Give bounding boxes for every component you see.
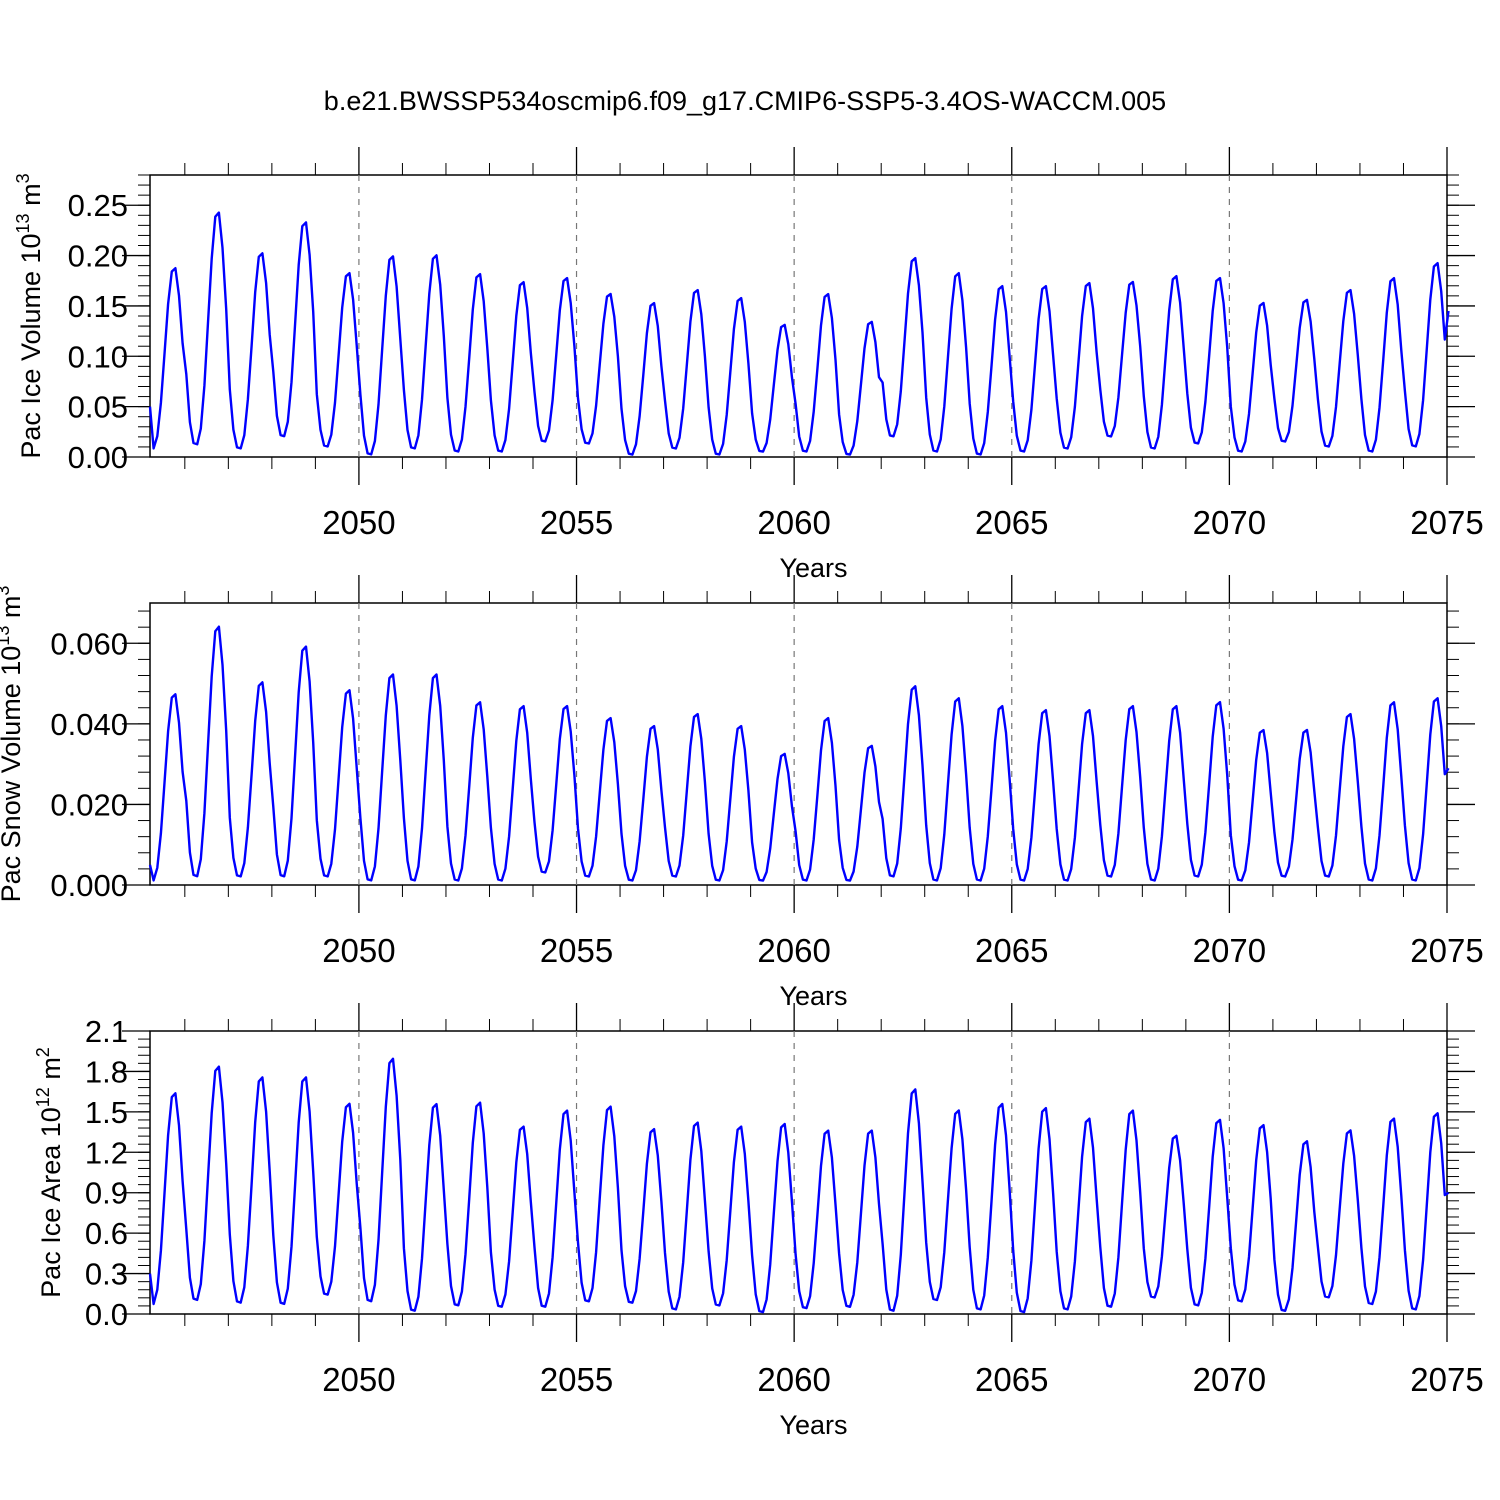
- y-tick-label: 0.3: [85, 1257, 128, 1292]
- y-axis-label: Pac Ice Area 1012 m2: [33, 1047, 66, 1298]
- x-tick-label: 2055: [540, 504, 613, 541]
- x-axis-label: Years: [779, 1410, 847, 1440]
- y-tick-label: 0.060: [50, 626, 128, 661]
- x-tick-label: 2070: [1193, 504, 1266, 541]
- x-tick-label: 2060: [757, 1361, 830, 1398]
- y-tick-label: 1.8: [85, 1054, 128, 1089]
- x-axis-label: Years: [779, 981, 847, 1011]
- x-axis-label: Years: [779, 553, 847, 583]
- y-tick-label: 0.20: [68, 239, 128, 274]
- y-tick-label: 2.1: [85, 1014, 128, 1049]
- y-tick-label: 1.5: [85, 1095, 128, 1130]
- series-line: [148, 1057, 1450, 1314]
- x-tick-label: 2075: [1410, 932, 1483, 969]
- plot-frame: [149, 1030, 1448, 1315]
- x-tick-label: 2050: [322, 504, 395, 541]
- x-tick-label: 2065: [975, 1361, 1048, 1398]
- x-tick-label: 2050: [322, 932, 395, 969]
- panel-snow-volume: 2050 2055 2060 2065 2070 2075 0.000 0.020 0.040 0…: [0, 575, 1484, 1011]
- x-tick-label: 2070: [1193, 932, 1266, 969]
- y-tick-label: 0.0: [85, 1297, 128, 1332]
- y-tick-label: 0.9: [85, 1176, 128, 1211]
- y-tick-label: 0.10: [68, 339, 128, 374]
- x-tick-label: 2060: [757, 932, 830, 969]
- y-axis-label: Pac Ice Volume 1013 m3: [13, 173, 46, 458]
- plot-frame: [149, 174, 1448, 458]
- series-line: [148, 625, 1450, 882]
- panel-ice-area: 2050 2055 2060 2065 2070 2075 0.0 0.3 0.6 0.9 1.2 1…: [33, 1003, 1484, 1440]
- chart-title: b.e21.BWSSP534oscmip6.f09_g17.CMIP6-SSP5…: [324, 86, 1166, 116]
- x-tick-label: 2070: [1193, 1361, 1266, 1398]
- x-tick-label: 2065: [975, 504, 1048, 541]
- x-tick-label: 2055: [540, 1361, 613, 1398]
- x-tick-label: 2075: [1410, 504, 1483, 541]
- panel-ice-volume: 2050 2055 2060 2065 2070 2075 0.00 0.05 0.10 0.15…: [13, 147, 1484, 583]
- y-tick-label: 0.05: [68, 390, 128, 425]
- y-tick-label: 0.25: [68, 188, 128, 223]
- y-axis-label: Pac Snow Volume 1013 m3: [0, 586, 26, 903]
- x-tick-label: 2055: [540, 932, 613, 969]
- y-tick-label: 0.6: [85, 1216, 128, 1251]
- x-tick-label: 2050: [322, 1361, 395, 1398]
- plot-frame: [149, 602, 1448, 886]
- x-tick-label: 2065: [975, 932, 1048, 969]
- x-tick-label: 2060: [757, 504, 830, 541]
- y-tick-label: 0.00: [68, 440, 128, 475]
- series-line: [148, 211, 1450, 456]
- x-tick-label: 2075: [1410, 1361, 1483, 1398]
- y-tick-label: 0.040: [50, 707, 128, 742]
- y-tick-label: 0.020: [50, 787, 128, 822]
- y-tick-label: 1.2: [85, 1135, 128, 1170]
- y-tick-label: 0.000: [50, 868, 128, 903]
- y-tick-label: 0.15: [68, 289, 128, 324]
